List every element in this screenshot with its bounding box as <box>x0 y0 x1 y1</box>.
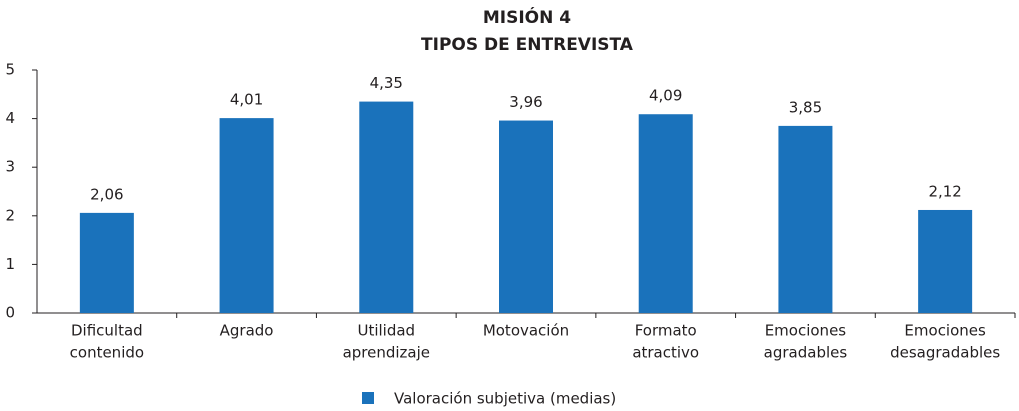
x-tick-label: aprendizaje <box>343 344 430 362</box>
chart-title: TIPOS DE ENTREVISTA <box>421 35 634 55</box>
bar <box>79 212 134 313</box>
y-tick-label: 5 <box>5 61 15 79</box>
data-label: 3,96 <box>509 93 542 111</box>
bar <box>219 118 274 313</box>
y-tick-label: 0 <box>5 304 15 322</box>
x-tick-label: Agrado <box>220 322 274 340</box>
y-tick-label: 3 <box>5 158 15 176</box>
data-label: 4,09 <box>649 87 682 105</box>
bar <box>638 114 693 313</box>
bar <box>359 101 414 313</box>
y-tick-label: 4 <box>5 109 15 127</box>
bar <box>918 209 973 313</box>
data-label: 4,35 <box>370 74 403 92</box>
x-tick-label: Utilidad <box>357 322 415 340</box>
x-tick-label: Dificultad <box>71 322 143 340</box>
x-tick-label: agradables <box>764 344 848 362</box>
bar <box>778 125 833 313</box>
x-tick-label: Formato <box>635 322 697 340</box>
x-tick-label: atractivo <box>632 344 699 362</box>
bar <box>499 120 553 313</box>
data-label: 2,12 <box>928 182 961 200</box>
x-tick-label: contenido <box>70 344 144 362</box>
y-tick-label: 1 <box>5 255 15 273</box>
data-label: 3,85 <box>789 98 822 116</box>
data-label: 2,06 <box>90 185 123 203</box>
x-tick-label: Motovación <box>483 322 569 340</box>
legend-swatch <box>362 392 374 404</box>
data-label: 4,01 <box>230 91 263 109</box>
y-tick-label: 2 <box>5 206 15 224</box>
x-tick-label: Emociones <box>904 322 986 340</box>
legend-label: Valoración subjetiva (medias) <box>394 390 616 408</box>
chart-title: MISIÓN 4 <box>483 6 571 28</box>
x-tick-label: Emociones <box>765 322 847 340</box>
x-tick-label: desagradables <box>890 344 1000 362</box>
